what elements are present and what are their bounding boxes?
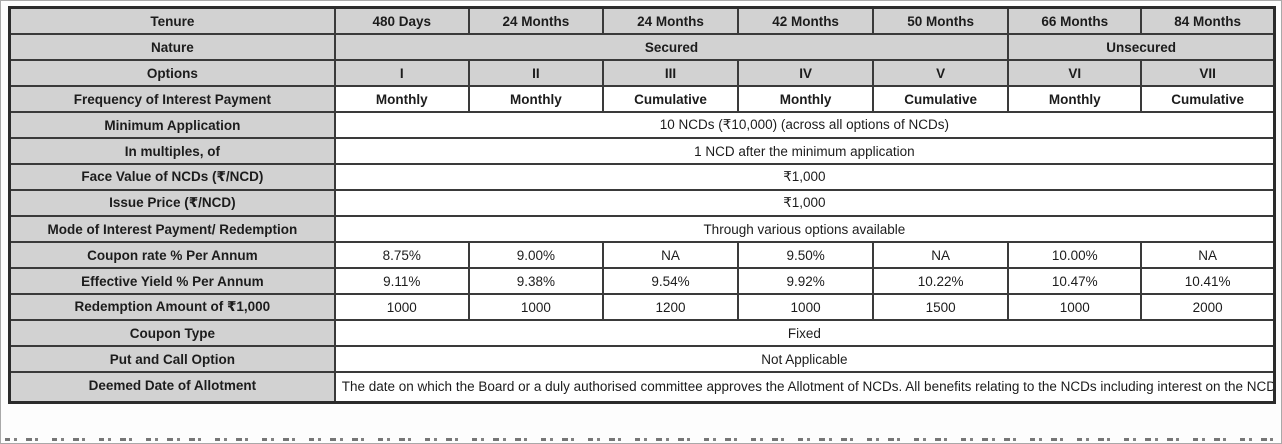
frequency-value: Monthly	[737, 85, 875, 113]
option-number: III	[601, 59, 740, 87]
table-row-put-call: Put and Call Option Not Applicable	[8, 345, 1276, 373]
table-row-redemption-amount: Redemption Amount of ₹1,000 1000 1000 12…	[8, 293, 1276, 321]
frequency-value: Monthly	[467, 85, 604, 113]
table-row-nature: Nature Secured Unsecured	[8, 33, 1276, 61]
table-row-issue-price: Issue Price (₹/NCD) ₹1,000	[8, 189, 1276, 217]
option-number: V	[872, 59, 1010, 87]
coupon-type-value: Fixed	[333, 319, 1276, 347]
redemption-amount-value: 1000	[737, 293, 875, 321]
row-label-minimum-application: Minimum Application	[8, 111, 336, 139]
frequency-value: Cumulative	[1140, 85, 1276, 113]
table-row-face-value: Face Value of NCDs (₹/NCD) ₹1,000	[8, 163, 1276, 191]
row-label-tenure: Tenure	[8, 6, 336, 35]
effective-yield-value: 9.38%	[467, 267, 604, 295]
option-number: VII	[1140, 59, 1276, 87]
table-row-mode-of-interest: Mode of Interest Payment/ Redemption Thr…	[8, 215, 1276, 243]
table-row-minimum-application: Minimum Application 10 NCDs (₹10,000) (a…	[8, 111, 1276, 139]
in-multiples-value: 1 NCD after the minimum application	[333, 137, 1276, 165]
row-label-put-call: Put and Call Option	[8, 345, 336, 373]
row-label-deemed-date: Deemed Date of Allotment	[8, 371, 336, 404]
redemption-amount-value: 1000	[467, 293, 604, 321]
redemption-amount-value: 1500	[872, 293, 1010, 321]
ncd-terms-table: Tenure 480 Days 24 Months 24 Months 42 M…	[8, 6, 1276, 404]
coupon-rate-value: NA	[1140, 241, 1276, 269]
deemed-date-value: The date on which the Board or a duly au…	[333, 371, 1276, 404]
frequency-value: Monthly	[333, 85, 470, 113]
redemption-amount-value: 2000	[1140, 293, 1276, 321]
coupon-rate-value: 10.00%	[1007, 241, 1143, 269]
tenure-value: 42 Months	[737, 6, 875, 35]
minimum-application-value: 10 NCDs (₹10,000) (across all options of…	[333, 111, 1276, 139]
table-row-in-multiples: In multiples, of 1 NCD after the minimum…	[8, 137, 1276, 165]
redemption-amount-value: 1000	[1007, 293, 1143, 321]
effective-yield-value: 10.41%	[1140, 267, 1276, 295]
option-number: VI	[1007, 59, 1143, 87]
nature-unsecured-cell: Unsecured	[1007, 33, 1276, 61]
option-number: I	[333, 59, 470, 87]
table-row-coupon-type: Coupon Type Fixed	[8, 319, 1276, 347]
table-row-effective-yield: Effective Yield % Per Annum 9.11% 9.38% …	[8, 267, 1276, 295]
table-row-frequency: Frequency of Interest Payment Monthly Mo…	[8, 85, 1276, 113]
row-label-nature: Nature	[8, 33, 336, 61]
row-label-frequency: Frequency of Interest Payment	[8, 85, 336, 113]
option-number: IV	[737, 59, 875, 87]
tenure-value: 480 Days	[333, 6, 470, 35]
coupon-rate-value: 9.00%	[467, 241, 604, 269]
nature-secured-cell: Secured	[333, 33, 1010, 61]
row-label-options: Options	[8, 59, 336, 87]
coupon-rate-value: 9.50%	[737, 241, 875, 269]
effective-yield-value: 10.47%	[1007, 267, 1143, 295]
frequency-value: Monthly	[1007, 85, 1143, 113]
row-label-redemption-amount: Redemption Amount of ₹1,000	[8, 293, 336, 321]
tenure-value: 84 Months	[1140, 6, 1276, 35]
cutoff-text-marks	[5, 437, 1277, 443]
tenure-value: 24 Months	[467, 6, 604, 35]
face-value-value: ₹1,000	[333, 163, 1276, 191]
row-label-face-value: Face Value of NCDs (₹/NCD)	[8, 163, 336, 191]
redemption-amount-value: 1200	[601, 293, 740, 321]
row-label-coupon-rate: Coupon rate % Per Annum	[8, 241, 336, 269]
mode-of-interest-value: Through various options available	[333, 215, 1276, 243]
cutoff-text-fragment	[5, 437, 1277, 443]
tenure-value: 66 Months	[1007, 6, 1143, 35]
frequency-value: Cumulative	[872, 85, 1010, 113]
row-label-issue-price: Issue Price (₹/NCD)	[8, 189, 336, 217]
row-label-mode-of-interest: Mode of Interest Payment/ Redemption	[8, 215, 336, 243]
table-row-tenure: Tenure 480 Days 24 Months 24 Months 42 M…	[8, 6, 1276, 35]
effective-yield-value: 10.22%	[872, 267, 1010, 295]
option-number: II	[467, 59, 604, 87]
coupon-rate-value: 8.75%	[333, 241, 470, 269]
coupon-rate-value: NA	[872, 241, 1010, 269]
table-row-coupon-rate: Coupon rate % Per Annum 8.75% 9.00% NA 9…	[8, 241, 1276, 269]
redemption-amount-value: 1000	[333, 293, 470, 321]
frequency-value: Cumulative	[601, 85, 740, 113]
row-label-effective-yield: Effective Yield % Per Annum	[8, 267, 336, 295]
table-row-deemed-date: Deemed Date of Allotment The date on whi…	[8, 371, 1276, 404]
row-label-coupon-type: Coupon Type	[8, 319, 336, 347]
issue-price-value: ₹1,000	[333, 189, 1276, 217]
effective-yield-value: 9.92%	[737, 267, 875, 295]
coupon-rate-value: NA	[601, 241, 740, 269]
put-call-value: Not Applicable	[333, 345, 1276, 373]
effective-yield-value: 9.54%	[601, 267, 740, 295]
row-label-in-multiples: In multiples, of	[8, 137, 336, 165]
tenure-value: 24 Months	[601, 6, 740, 35]
tenure-value: 50 Months	[872, 6, 1010, 35]
table-row-options: Options I II III IV V VI VII	[8, 59, 1276, 87]
effective-yield-value: 9.11%	[333, 267, 470, 295]
